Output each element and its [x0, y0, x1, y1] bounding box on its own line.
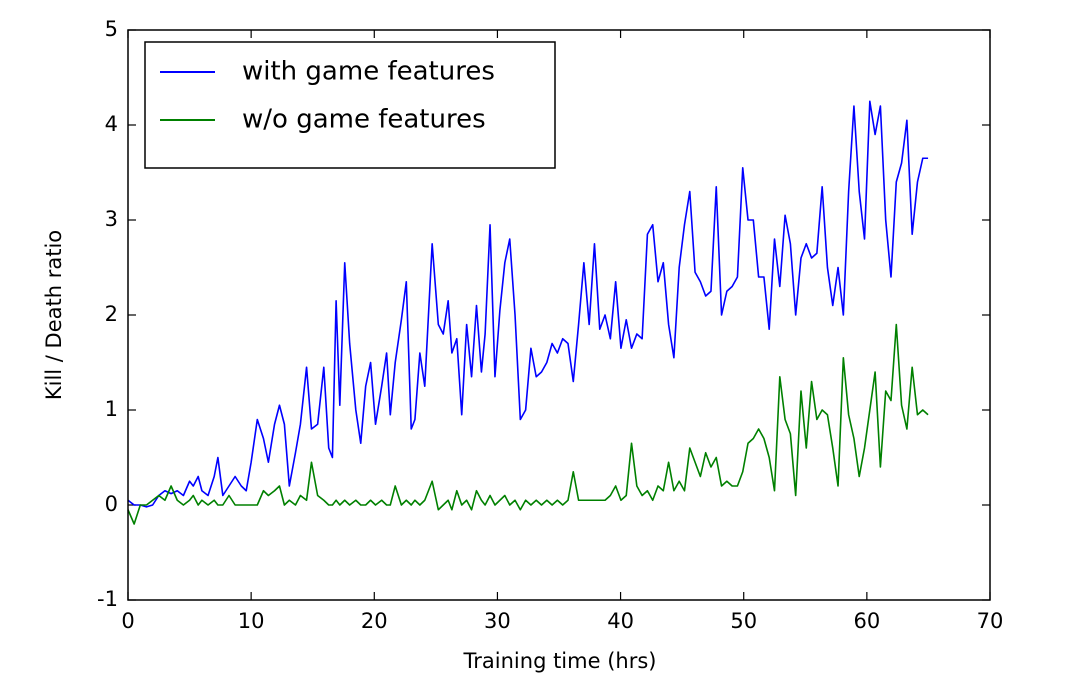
y-tick-label: 0 — [105, 492, 118, 516]
data-line — [127, 100, 929, 508]
x-tick-label: 20 — [361, 609, 388, 633]
x-tick-label: 60 — [853, 609, 880, 633]
y-axis-label: Kill / Death ratio — [42, 230, 66, 400]
y-tick-label: 4 — [105, 112, 118, 136]
plot-frame — [127, 29, 991, 601]
y-tick-label: 5 — [105, 17, 118, 41]
y-tick-label: -1 — [97, 587, 118, 611]
legend-label: with game features — [242, 57, 495, 87]
x-tick-label: 40 — [607, 609, 634, 633]
x-tick-label: 0 — [121, 609, 134, 633]
x-tick-label: 10 — [238, 609, 265, 633]
y-tick-label: 1 — [105, 397, 118, 421]
legend-box — [144, 41, 556, 169]
x-tick-label: 50 — [730, 609, 757, 633]
x-tick-label: 70 — [977, 609, 1004, 633]
data-line — [127, 323, 929, 525]
legend: with game features w/o game features — [144, 41, 556, 169]
y-tick-label: 2 — [105, 302, 118, 326]
x-tick-label: 30 — [484, 609, 511, 633]
y-tick-label: 3 — [105, 207, 118, 231]
legend-label: w/o game features — [242, 105, 486, 135]
x-axis-label: Training time (hrs) — [463, 649, 657, 673]
